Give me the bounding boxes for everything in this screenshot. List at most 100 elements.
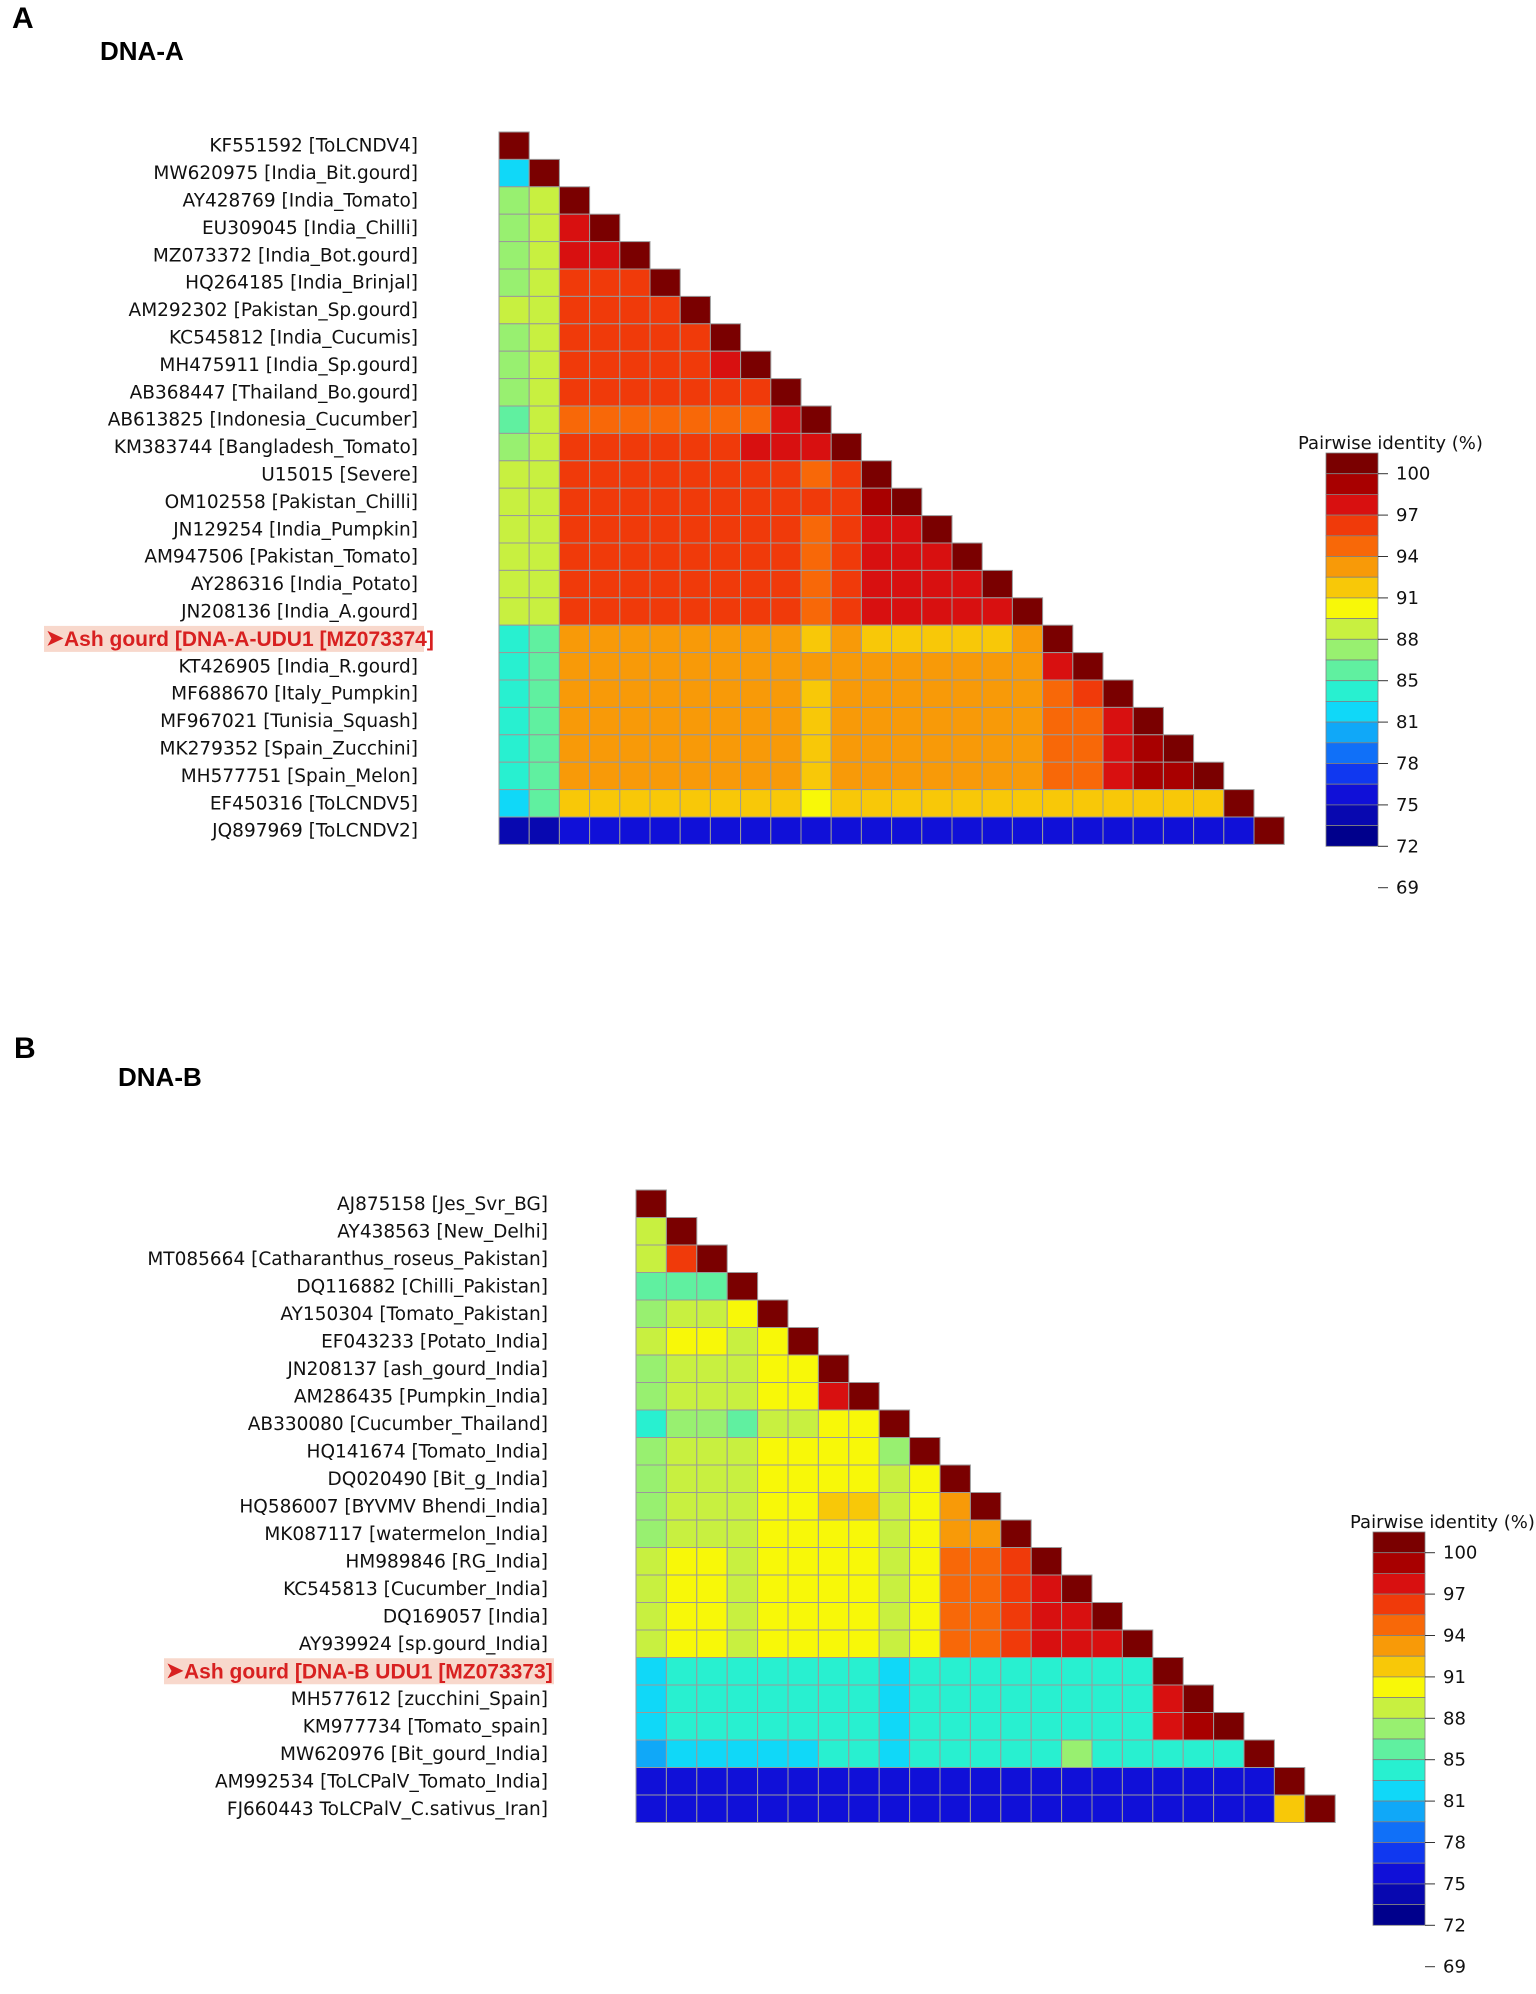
heatmap-cell [757, 1327, 789, 1356]
heatmap-cell [619, 734, 651, 763]
heatmap-cell [558, 679, 591, 708]
panel-a-letter: A [12, 2, 34, 35]
heatmap-cell [665, 1657, 698, 1686]
heatmap-cell [1213, 1794, 1245, 1823]
row-label: MF967021 [Tunisia_Squash] [160, 711, 418, 732]
heatmap-cell [981, 624, 1013, 654]
heatmap-cell [1102, 761, 1134, 791]
heatmap-cell [1102, 734, 1134, 763]
heatmap-cell [528, 241, 560, 270]
heatmap-cell [635, 1437, 667, 1466]
heatmap-cell [696, 1354, 728, 1383]
colorbar-swatch [1325, 659, 1379, 682]
heatmap-cell [696, 1794, 728, 1823]
heatmap-cell [848, 1739, 880, 1768]
panel-b-heatmap [635, 1189, 1336, 1823]
heatmap-cell [770, 816, 802, 845]
heatmap-cell [939, 1629, 971, 1658]
heatmap-cell [757, 1519, 789, 1548]
heatmap-cell [951, 652, 983, 681]
colorbar-swatch [1325, 721, 1379, 744]
heatmap-cell [665, 1244, 698, 1273]
colorbar-swatch [1372, 1862, 1426, 1885]
heatmap-cell [589, 706, 621, 736]
heatmap-cell [800, 597, 832, 626]
heatmap-cell [1182, 1767, 1215, 1796]
row-label: MH475911 [India_Sp.gourd] [159, 355, 418, 376]
panel-a-row-labels: KF551592 [ToLCNDV4] MW620975 [India_Bit.g… [44, 136, 434, 842]
heatmap-cell [817, 1354, 850, 1383]
row-label: MK279352 [Spain_Zucchini] [160, 739, 418, 760]
row-label: AM292302 [Pakistan_Sp.gourd] [129, 300, 418, 321]
colorbar-swatch [1325, 576, 1379, 599]
heatmap-cell [757, 1354, 789, 1383]
heatmap-cell [878, 1767, 911, 1796]
colorbar-tick-label: 85 [1443, 1750, 1466, 1771]
heatmap-cell [878, 1519, 911, 1548]
heatmap-cell [528, 350, 560, 380]
colorbar-tick-label: 69 [1396, 878, 1419, 899]
heatmap-cell [528, 432, 560, 462]
heatmap-cell [800, 624, 832, 654]
heatmap-cell [709, 569, 742, 599]
heatmap-cell [817, 1657, 850, 1686]
row-label: AM992534 [ToLCPalV_Tomato_India] [215, 1771, 548, 1792]
heatmap-cell [709, 652, 742, 681]
heatmap-cell [635, 1189, 667, 1218]
panel-a-legend-title: Pairwise identity (%) [1298, 433, 1483, 454]
row-label: AY150304 [Tomato_Pakistan] [280, 1304, 548, 1325]
colorbar-swatch [1372, 1697, 1426, 1719]
heatmap-cell [951, 789, 983, 818]
heatmap-cell [969, 1739, 1002, 1768]
heatmap-cell [1182, 1739, 1215, 1768]
heatmap-cell [619, 241, 651, 270]
heatmap-cell [1072, 789, 1104, 818]
heatmap-cell [1000, 1684, 1032, 1713]
heatmap-cell [498, 515, 530, 544]
heatmap-cell [528, 487, 560, 517]
heatmap-cell [726, 1382, 759, 1411]
heatmap-cell [860, 789, 893, 818]
heatmap-cell [1152, 1739, 1184, 1768]
heatmap-cell [860, 624, 893, 654]
heatmap-cell [787, 1547, 819, 1576]
heatmap-cell [1030, 1602, 1063, 1631]
row-label: AM947506 [Pakistan_Tomato] [144, 547, 418, 568]
heatmap-cell [1061, 1767, 1093, 1796]
colorbar-tick-label: 100 [1396, 464, 1430, 485]
heatmap-cell [891, 624, 923, 654]
heatmap-cell [665, 1602, 698, 1631]
heatmap-cell [830, 487, 862, 517]
heatmap-cell [1030, 1574, 1063, 1603]
heatmap-cell [757, 1382, 789, 1411]
heatmap-cell [709, 460, 742, 489]
heatmap-cell [726, 1272, 759, 1301]
heatmap-cell [1121, 1629, 1154, 1658]
heatmap-cell [1011, 706, 1044, 736]
heatmap-cell [1091, 1794, 1123, 1823]
heatmap-cell [679, 378, 711, 407]
heatmap-cell [665, 1327, 698, 1356]
heatmap-cell [498, 295, 530, 325]
heatmap-cell [939, 1684, 971, 1713]
heatmap-cell [1162, 761, 1195, 791]
heatmap-cell [726, 1794, 759, 1823]
heatmap-cell [619, 761, 651, 791]
heatmap-cell [757, 1657, 789, 1686]
heatmap-cell [921, 816, 953, 845]
heatmap-cell [635, 1684, 667, 1713]
heatmap-cell [757, 1712, 789, 1741]
heatmap-cell [619, 706, 651, 736]
row-label: JN208137 [ash_gourd_India] [286, 1359, 548, 1380]
colorbar-tick-label: 91 [1443, 1667, 1466, 1688]
heatmap-cell [649, 569, 681, 599]
heatmap-cell [726, 1519, 759, 1548]
heatmap-cell [589, 652, 621, 681]
heatmap-cell [589, 515, 621, 544]
heatmap-cell [848, 1547, 880, 1576]
heatmap-cell [649, 816, 681, 845]
heatmap-cell [909, 1629, 941, 1658]
heatmap-cell [909, 1739, 941, 1768]
heatmap-cell [619, 816, 651, 845]
colorbar-tick-label: 72 [1396, 836, 1419, 857]
